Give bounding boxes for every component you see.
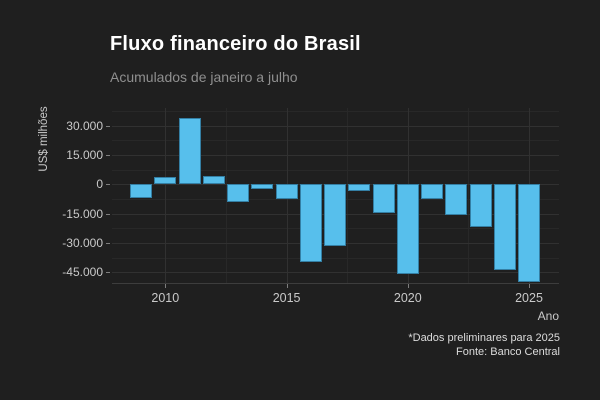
bar-2024 — [493, 184, 516, 271]
y-tick-mark — [106, 155, 110, 156]
h-gridline-minor — [112, 257, 559, 259]
bar-2022 — [445, 184, 468, 215]
chart-title: Fluxo financeiro do Brasil — [110, 33, 361, 55]
y-tick-mark — [106, 213, 110, 215]
h-gridline — [112, 272, 559, 274]
x-tick-mark — [407, 284, 409, 288]
y-tick-mark — [106, 184, 110, 186]
y-tick-mark — [106, 125, 110, 127]
h-gridline — [112, 125, 559, 127]
source-credit: Fonte: Banco Central — [456, 345, 560, 358]
bar-2021 — [421, 184, 444, 199]
chart-subtitle: Acumulados de janeiro a julho — [110, 69, 298, 85]
v-gridline — [165, 108, 167, 283]
x-tick-mark — [165, 284, 167, 288]
bar-2023 — [469, 184, 492, 228]
bar-2016 — [299, 184, 322, 263]
h-gridline-minor — [112, 140, 559, 142]
v-gridline-minor — [347, 108, 349, 283]
bar-2017 — [324, 184, 347, 246]
x-tick-label: 2015 — [272, 291, 301, 305]
bar-2019 — [372, 184, 395, 213]
h-gridline — [112, 155, 559, 156]
v-gridline-minor — [468, 108, 470, 283]
bar-2012 — [202, 175, 225, 185]
y-tick-label: 30.000 — [66, 118, 103, 133]
bar-2015 — [275, 184, 298, 199]
bar-2011 — [178, 117, 201, 185]
bar-2010 — [154, 176, 177, 185]
y-tick-label: 0 — [96, 177, 103, 192]
bar-2018 — [348, 184, 371, 192]
x-tick-label: 2020 — [393, 291, 422, 305]
y-tick-label: -30.000 — [62, 235, 103, 250]
x-tick-mark — [529, 284, 530, 288]
caption: *Dados preliminares para 2025 Fonte: Ban… — [408, 332, 560, 359]
v-gridline-minor — [225, 108, 227, 283]
bar-2025 — [518, 184, 541, 282]
x-axis-title: Ano — [537, 309, 559, 323]
x-tick-mark — [286, 284, 288, 288]
y-tick-mark — [106, 272, 110, 274]
y-tick-mark — [106, 242, 110, 244]
y-axis-title: US$ milhões — [38, 106, 50, 172]
plot-area — [112, 108, 559, 284]
footnote: *Dados preliminares para 2025 — [408, 332, 560, 344]
x-tick-label: 2025 — [515, 291, 543, 305]
h-gridline-minor — [112, 111, 559, 112]
bar-2014 — [251, 184, 274, 190]
y-tick-label: 15.000 — [66, 148, 103, 162]
x-tick-label: 2010 — [151, 291, 180, 305]
y-tick-label: -45.000 — [62, 265, 103, 280]
bar-2013 — [227, 184, 249, 202]
bar-2009 — [130, 184, 152, 198]
y-tick-label: -15.000 — [62, 206, 103, 221]
bar-2020 — [396, 184, 419, 275]
h-gridline-minor — [112, 169, 559, 171]
